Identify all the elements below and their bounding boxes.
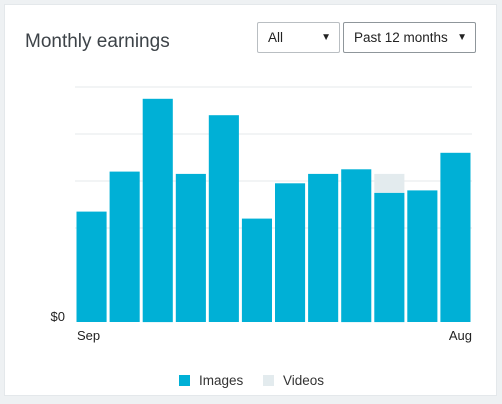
bar-images-jul[interactable]: [407, 190, 438, 322]
gridlines: [75, 86, 472, 229]
bar-images-apr[interactable]: [308, 173, 339, 322]
content-type-select[interactable]: All ▼: [257, 22, 340, 53]
earnings-bar-chart: $0 Sep Aug: [51, 86, 472, 343]
bar-images-oct[interactable]: [109, 171, 140, 322]
x-tick-label-first: Sep: [77, 328, 100, 343]
bar-images-dec[interactable]: [175, 173, 206, 322]
legend-label-images: Images: [198, 373, 244, 388]
bar-images-jun[interactable]: [374, 192, 405, 323]
legend-item-videos[interactable]: Videos: [263, 373, 324, 388]
date-range-select[interactable]: Past 12 months ▼: [343, 22, 476, 53]
bar-images-feb[interactable]: [241, 218, 272, 322]
legend-item-images[interactable]: Images: [178, 373, 244, 388]
monthly-earnings-card: Monthly earnings All ▼ Past 12 months ▼ …: [4, 4, 497, 396]
date-range-value: Past 12 months: [354, 30, 448, 45]
axis-labels: $0 Sep Aug: [51, 309, 472, 343]
chart-title: Monthly earnings: [25, 31, 170, 52]
legend-label-videos: Videos: [283, 373, 325, 388]
bars: [76, 98, 471, 323]
chart-legend: Images Videos: [5, 373, 498, 389]
bar-videos-jun[interactable]: [374, 173, 405, 193]
bar-images-sep[interactable]: [76, 211, 107, 322]
bar-images-jan[interactable]: [208, 115, 239, 322]
legend-swatch-videos: [263, 375, 274, 386]
content-type-value: All: [268, 30, 284, 45]
legend-swatch-images: [178, 375, 190, 386]
bar-images-nov[interactable]: [142, 98, 173, 323]
chevron-down-icon: ▼: [457, 32, 467, 43]
x-tick-label-last: Aug: [449, 328, 472, 343]
y-tick-label: $0: [51, 309, 65, 324]
bar-images-aug[interactable]: [440, 152, 471, 322]
chevron-down-icon: ▼: [321, 32, 331, 43]
bar-images-may[interactable]: [341, 169, 372, 323]
bar-images-mar[interactable]: [275, 183, 306, 322]
